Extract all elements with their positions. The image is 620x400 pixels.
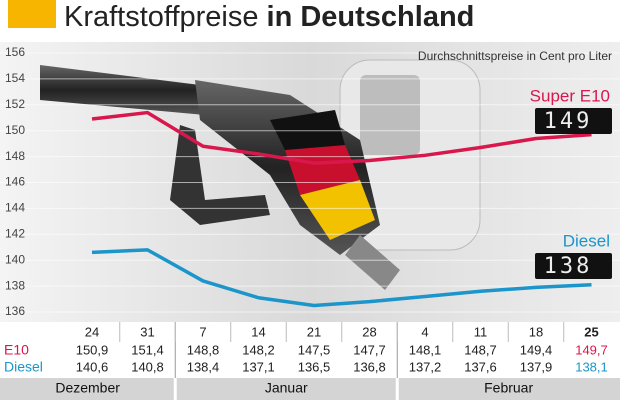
- x-tick-label: 24: [85, 324, 99, 339]
- y-tick-label: 146: [5, 175, 25, 189]
- table-value: 151,4: [131, 342, 164, 357]
- table-value: 149,4: [520, 342, 553, 357]
- table-value: 137,2: [409, 359, 442, 374]
- y-tick-label: 148: [5, 149, 25, 163]
- price-display: [535, 108, 612, 134]
- x-tick-label: 4: [421, 324, 428, 339]
- month-bar: [0, 378, 620, 400]
- y-tick-label: 138: [5, 278, 25, 292]
- title-marker: [8, 0, 56, 28]
- series-label: Diesel: [563, 231, 610, 250]
- table-value: 136,5: [298, 359, 331, 374]
- table-value: 148,1: [409, 342, 442, 357]
- table-value: 137,6: [464, 359, 497, 374]
- table-value: 138,4: [187, 359, 220, 374]
- x-tick-label: 31: [140, 324, 154, 339]
- table-value: 140,6: [76, 359, 109, 374]
- x-tick-label: 14: [251, 324, 265, 339]
- table-background: [0, 322, 620, 378]
- table-value: 148,8: [187, 342, 220, 357]
- x-tick-label: 18: [529, 324, 543, 339]
- plot: [0, 52, 620, 313]
- table-value: 137,9: [520, 359, 553, 374]
- y-tick-label: 136: [5, 304, 25, 318]
- y-tick-label: 156: [5, 45, 25, 59]
- table-value: 147,5: [298, 342, 331, 357]
- series-line: [91, 248, 592, 308]
- table-value: 147,7: [353, 342, 386, 357]
- title-bold: in Deutschland: [267, 1, 475, 33]
- chart-title: Kraftstoffpreise in Deutschland: [64, 1, 474, 33]
- y-tick-label: 152: [5, 97, 25, 111]
- display-digits: 138: [544, 254, 593, 279]
- x-tick-label: 7: [199, 324, 206, 339]
- x-tick-label: 11: [474, 324, 488, 339]
- row-label: Diesel: [4, 359, 43, 375]
- table-value: 140,8: [131, 359, 164, 374]
- table-value: 138,1: [575, 359, 608, 374]
- y-tick-label: 140: [5, 252, 25, 266]
- display-digits: 149: [544, 109, 593, 134]
- month-label: Februar: [484, 380, 533, 396]
- series-line: [91, 110, 592, 165]
- y-tick-label: 150: [5, 123, 25, 137]
- x-tick-label: 25: [584, 324, 598, 339]
- x-tick-label: 28: [362, 324, 376, 339]
- title-light: Kraftstoffpreise: [64, 1, 259, 33]
- series-label: Super E10: [530, 86, 610, 105]
- y-tick-label: 144: [5, 201, 25, 215]
- table-value: 148,2: [242, 342, 275, 357]
- y-tick-label: 154: [5, 71, 25, 85]
- row-label: E10: [4, 342, 29, 358]
- subtitle: Durchschnittspreise in Cent pro Liter: [418, 49, 612, 63]
- table-value: 150,9: [76, 342, 109, 357]
- table-value: 136,8: [353, 359, 386, 374]
- month-label: Januar: [265, 380, 308, 396]
- price-display: [535, 253, 612, 279]
- x-tick-label: 21: [307, 324, 321, 339]
- y-tick-label: 142: [5, 226, 25, 240]
- table-value: 148,7: [464, 342, 497, 357]
- table-value: 149,7: [575, 342, 608, 357]
- month-label: Dezember: [55, 380, 120, 396]
- table-value: 137,1: [242, 359, 275, 374]
